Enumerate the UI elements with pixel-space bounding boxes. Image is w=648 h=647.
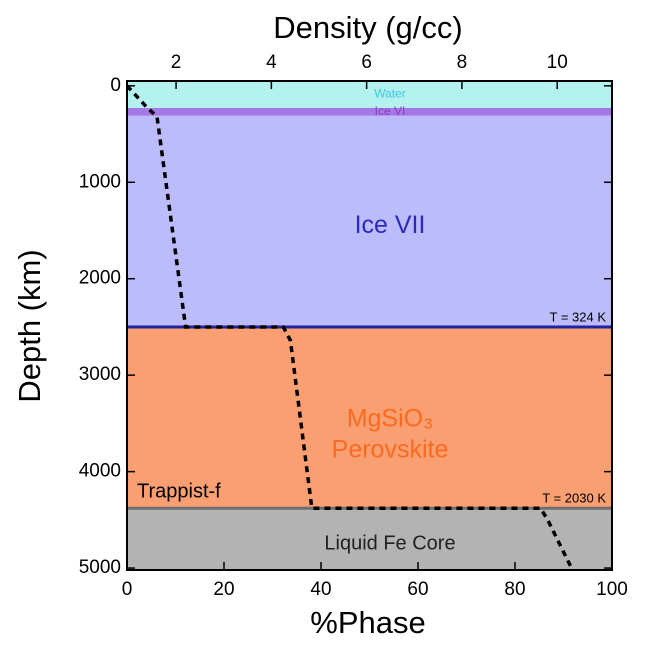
y-tick-label: 2000 [79, 268, 121, 289]
layer-label: Liquid Fe Core [324, 532, 455, 554]
y-axis-label: Depth (km) [12, 249, 47, 402]
y-tick-label: 5000 [79, 557, 121, 578]
layer-label: Ice VII [355, 211, 426, 239]
layer-label: Perovskite [332, 436, 449, 464]
x2-tick-label: 6 [361, 52, 372, 73]
x2-tick-label: 8 [457, 52, 468, 73]
layer [127, 81, 612, 109]
bottom-axis-label: %Phase [310, 605, 425, 640]
plot-frame [126, 80, 613, 571]
y-tick-label: 1000 [79, 171, 121, 192]
layer-label: Ice VI [375, 104, 406, 118]
x2-tick-label: 2 [171, 52, 182, 73]
x-tick-label: 100 [596, 579, 628, 600]
layer [127, 508, 612, 570]
x-tick-label: 40 [310, 579, 331, 600]
x2-tick-label: 10 [547, 52, 568, 73]
layer [127, 115, 612, 327]
layer-label: MgSiO₃ [347, 405, 434, 433]
plot [127, 81, 612, 570]
x-tick-label: 20 [213, 579, 234, 600]
layer [127, 108, 612, 116]
x-tick-label: 80 [504, 579, 525, 600]
boundary-label: T = 324 K [550, 309, 607, 324]
boundary-label: T = 2030 K [542, 491, 606, 506]
x-tick-label: 0 [122, 579, 133, 600]
top-axis-label: Density (g/cc) [273, 10, 462, 45]
layer [127, 326, 612, 509]
y-tick-label: 0 [110, 75, 121, 96]
x-tick-label: 60 [407, 579, 428, 600]
y-tick-label: 4000 [79, 461, 121, 482]
density-profile [127, 84, 574, 569]
x2-tick-label: 4 [266, 52, 277, 73]
y-tick-label: 3000 [79, 364, 121, 385]
annotation: Trappist-f [137, 480, 221, 502]
layer-label: Water [374, 87, 406, 101]
